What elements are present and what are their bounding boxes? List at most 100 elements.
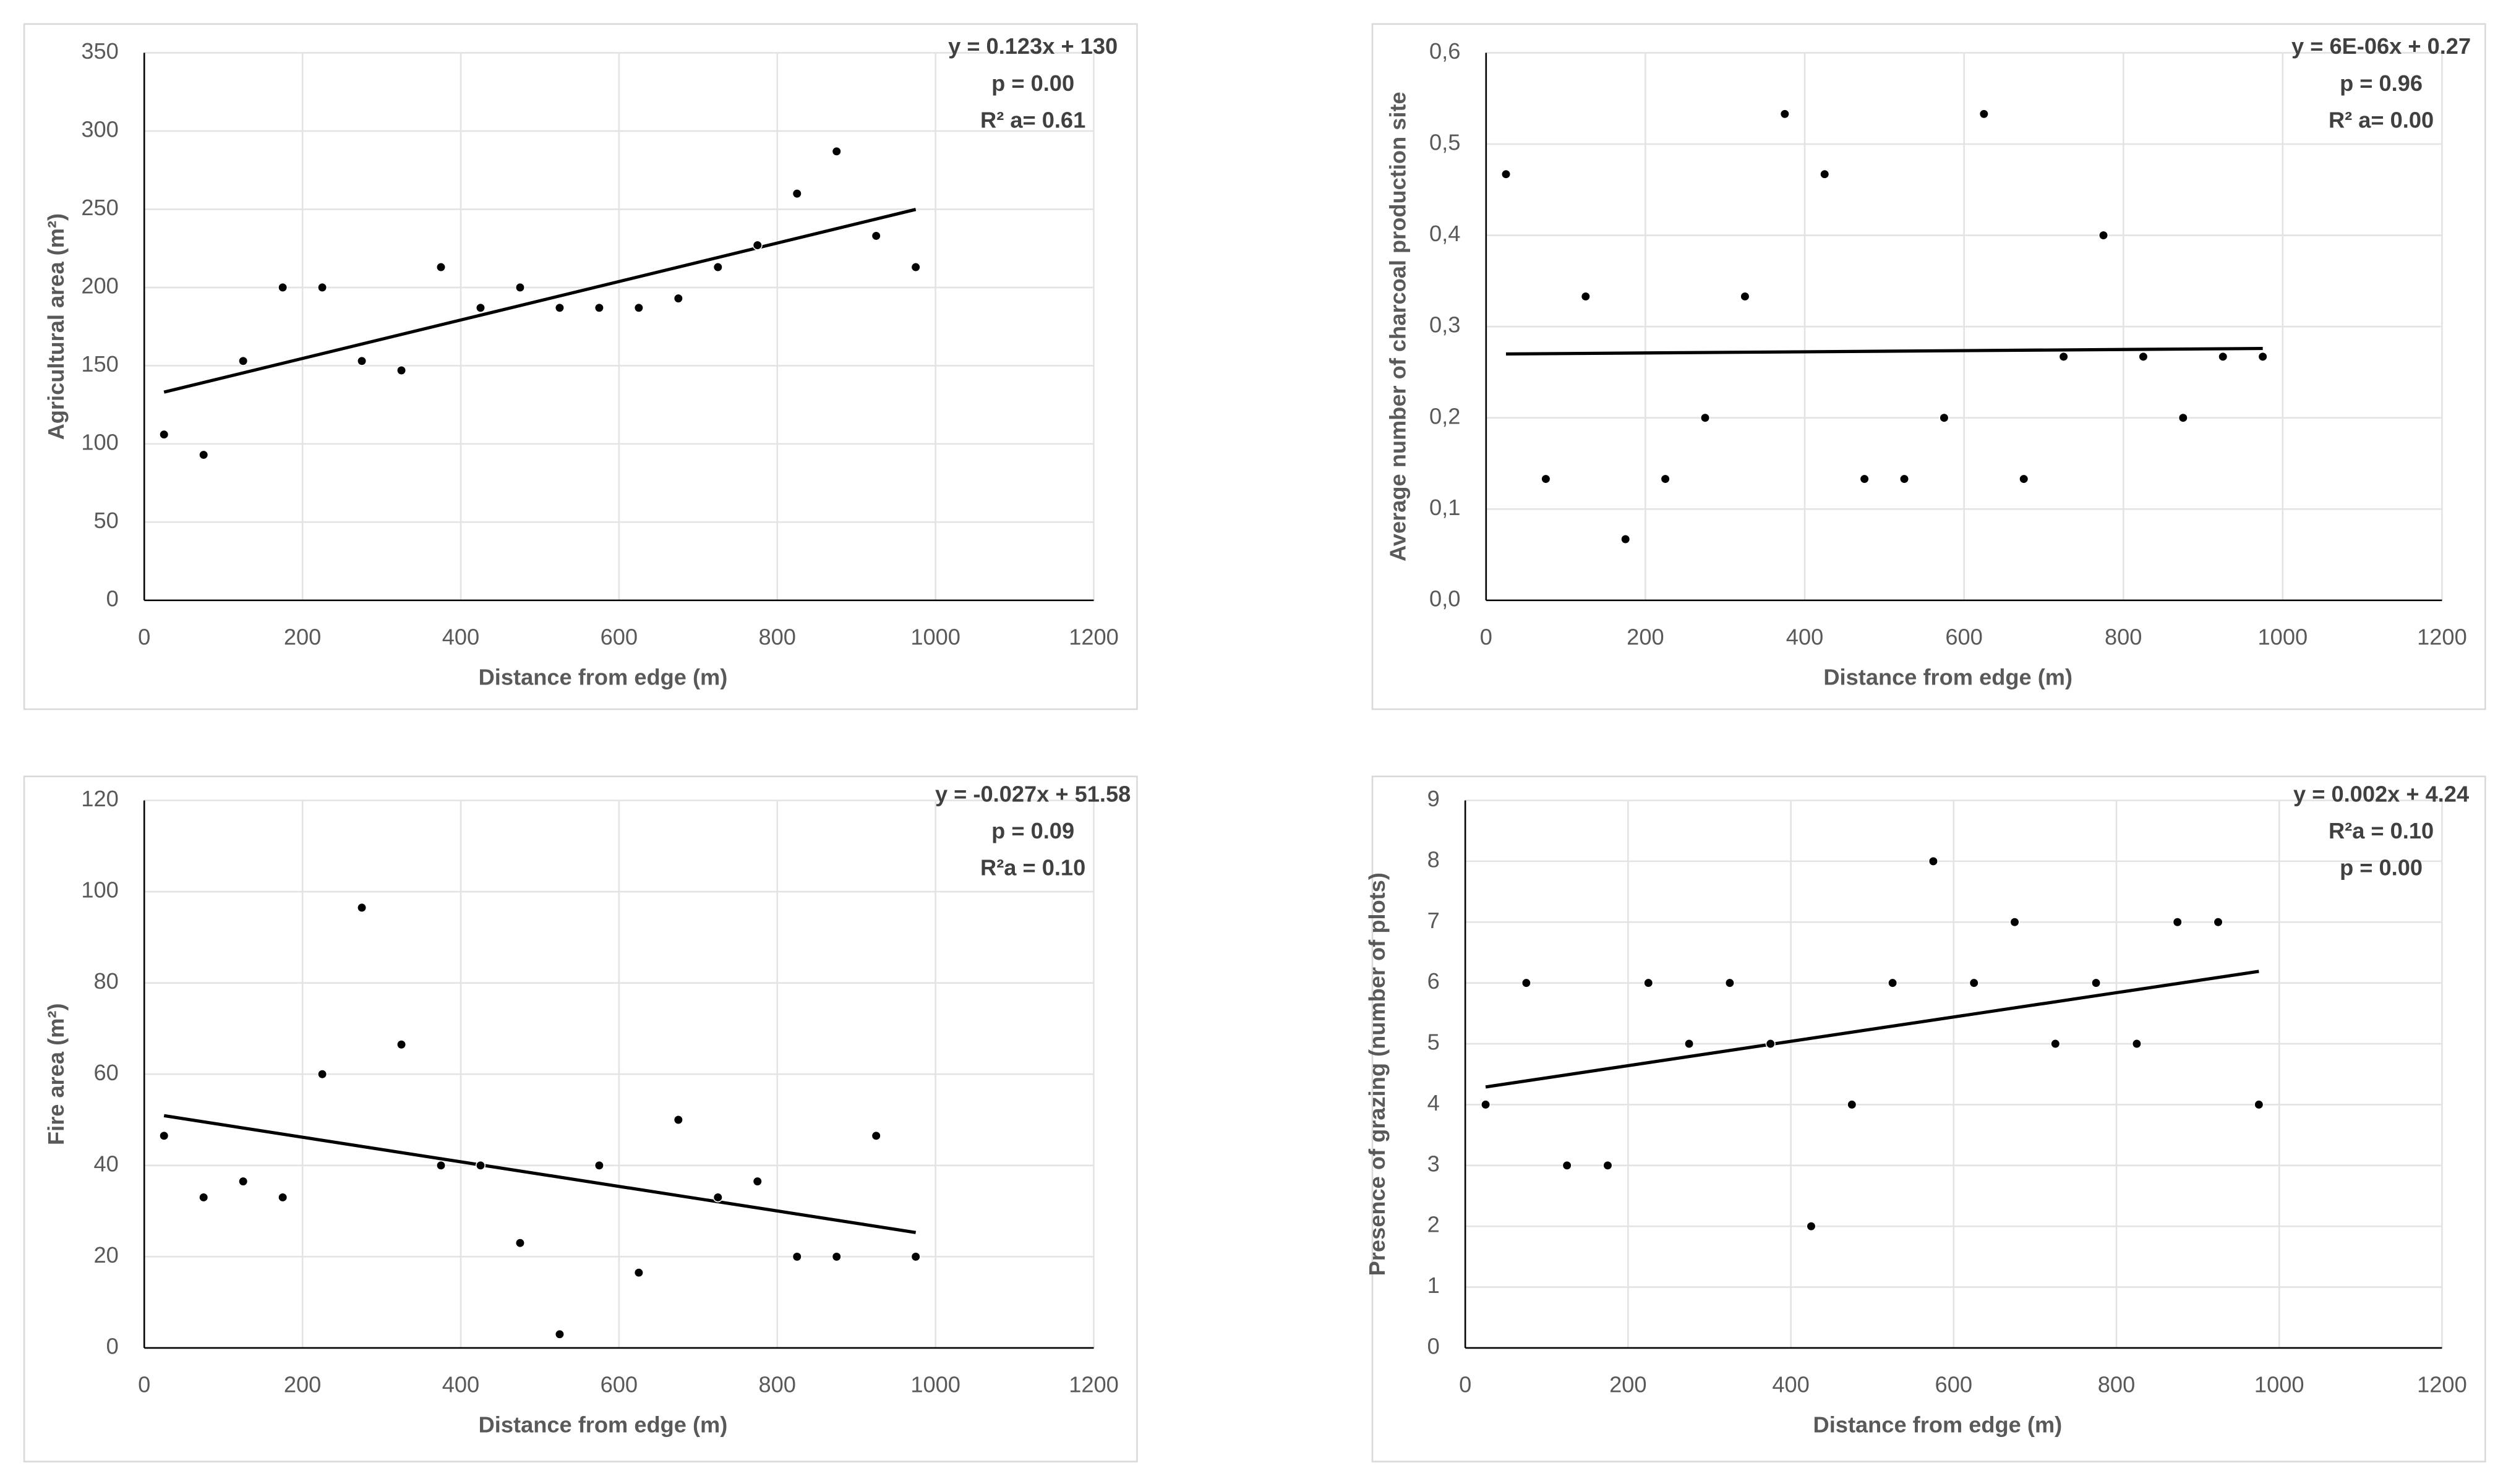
y-tick-label: 250 bbox=[81, 195, 118, 220]
point bbox=[515, 1238, 525, 1248]
point bbox=[435, 1160, 447, 1171]
y-tick-label: 0,2 bbox=[1429, 403, 1460, 429]
y-tick-label: 300 bbox=[81, 117, 118, 142]
point bbox=[673, 1114, 683, 1125]
point bbox=[1700, 412, 1711, 423]
point bbox=[1500, 169, 1512, 179]
x-axis-title: Distance from edge (m) bbox=[479, 1412, 728, 1437]
annotation: y = 0.002x + 4.24 bbox=[2293, 781, 2469, 806]
x-axis-title: Distance from edge (m) bbox=[1813, 1412, 2063, 1437]
y-tick-label: 120 bbox=[81, 786, 118, 811]
point bbox=[554, 302, 565, 313]
point bbox=[2218, 351, 2228, 362]
panel bbox=[1371, 23, 2486, 710]
x-tick-label: 0 bbox=[138, 1372, 150, 1397]
point bbox=[1481, 1099, 1491, 1110]
point bbox=[712, 262, 723, 273]
point bbox=[159, 1130, 169, 1141]
x-tick-label: 200 bbox=[284, 1372, 321, 1397]
y-axis-title: Agricultural area (m²) bbox=[43, 213, 69, 440]
y-axis-title: Presence of grazing (number of plots) bbox=[1364, 872, 1390, 1276]
x-tick-label: 600 bbox=[601, 625, 638, 650]
y-tick-label: 7 bbox=[1427, 908, 1440, 933]
x-tick-label: 200 bbox=[284, 625, 321, 650]
point bbox=[871, 231, 881, 241]
trendline bbox=[1485, 970, 2259, 1089]
point bbox=[1740, 291, 1750, 302]
point bbox=[1978, 109, 1989, 119]
point bbox=[1939, 412, 1949, 423]
point bbox=[317, 282, 328, 292]
point bbox=[594, 1160, 604, 1171]
annotation: y = 6E-06x + 0.27 bbox=[2291, 33, 2471, 59]
point bbox=[673, 293, 683, 304]
x-axis-title: Distance from edge (m) bbox=[479, 664, 728, 689]
annotation: p = 0.00 bbox=[991, 70, 1074, 96]
point bbox=[910, 262, 921, 273]
y-tick-label: 100 bbox=[81, 877, 118, 903]
x-tick-label: 400 bbox=[1772, 1372, 1809, 1397]
x-tick-label: 1000 bbox=[910, 625, 960, 650]
point bbox=[515, 282, 525, 292]
trendline bbox=[163, 1114, 917, 1234]
y-tick-label: 9 bbox=[1427, 786, 1440, 811]
point bbox=[792, 189, 802, 199]
annotation: y = -0.027x + 51.58 bbox=[935, 781, 1131, 806]
annotation: R²a = 0.10 bbox=[980, 855, 1085, 880]
x-tick-label: 1000 bbox=[2254, 1372, 2304, 1397]
point bbox=[2019, 474, 2029, 484]
x-tick-label: 400 bbox=[442, 1372, 479, 1397]
point bbox=[278, 1192, 288, 1203]
y-tick-label: 40 bbox=[93, 1151, 118, 1176]
point bbox=[238, 356, 249, 366]
point bbox=[475, 302, 486, 313]
point bbox=[1580, 291, 1591, 302]
point bbox=[554, 1329, 565, 1339]
y-axis-title: Fire area (m²) bbox=[43, 1003, 69, 1145]
y-tick-label: 150 bbox=[81, 351, 118, 377]
point bbox=[633, 302, 644, 313]
point bbox=[159, 429, 169, 440]
point bbox=[1765, 1039, 1776, 1049]
point bbox=[1724, 978, 1735, 988]
point bbox=[199, 1192, 209, 1203]
point bbox=[2257, 351, 2268, 362]
point bbox=[278, 282, 288, 292]
annotation: p = 0.09 bbox=[991, 818, 1074, 843]
panel bbox=[23, 23, 1138, 710]
point bbox=[1899, 474, 1910, 484]
y-tick-label: 0,6 bbox=[1429, 38, 1460, 64]
x-tick-label: 0 bbox=[1480, 625, 1492, 650]
point bbox=[2009, 917, 2020, 927]
point bbox=[1620, 534, 1631, 545]
x-tick-label: 600 bbox=[601, 1372, 638, 1397]
y-tick-label: 2 bbox=[1427, 1212, 1440, 1237]
point bbox=[2050, 1039, 2061, 1049]
y-tick-label: 5 bbox=[1427, 1030, 1440, 1055]
y-tick-label: 0 bbox=[1427, 1334, 1440, 1359]
point bbox=[435, 262, 447, 273]
y-tick-label: 50 bbox=[93, 508, 118, 533]
point bbox=[1602, 1160, 1613, 1171]
y-tick-label: 6 bbox=[1427, 968, 1440, 994]
y-tick-label: 80 bbox=[93, 968, 118, 994]
point bbox=[1684, 1039, 1695, 1049]
point bbox=[357, 902, 367, 913]
point bbox=[1660, 474, 1670, 484]
point bbox=[1521, 978, 1531, 988]
y-axis-title: Average number of charcoal production si… bbox=[1385, 92, 1411, 561]
point bbox=[2254, 1099, 2264, 1110]
point bbox=[831, 1252, 842, 1262]
y-tick-label: 8 bbox=[1427, 846, 1440, 872]
point bbox=[1779, 109, 1790, 119]
point bbox=[317, 1069, 328, 1080]
x-tick-label: 600 bbox=[1935, 1372, 1972, 1397]
panel bbox=[1371, 775, 2486, 1463]
point bbox=[1847, 1099, 1857, 1110]
point bbox=[2131, 1039, 2142, 1049]
x-tick-label: 200 bbox=[1627, 625, 1664, 650]
point bbox=[357, 356, 367, 366]
point bbox=[396, 1039, 407, 1050]
annotation: R² a= 0.61 bbox=[980, 107, 1085, 132]
y-tick-label: 1 bbox=[1427, 1273, 1440, 1298]
